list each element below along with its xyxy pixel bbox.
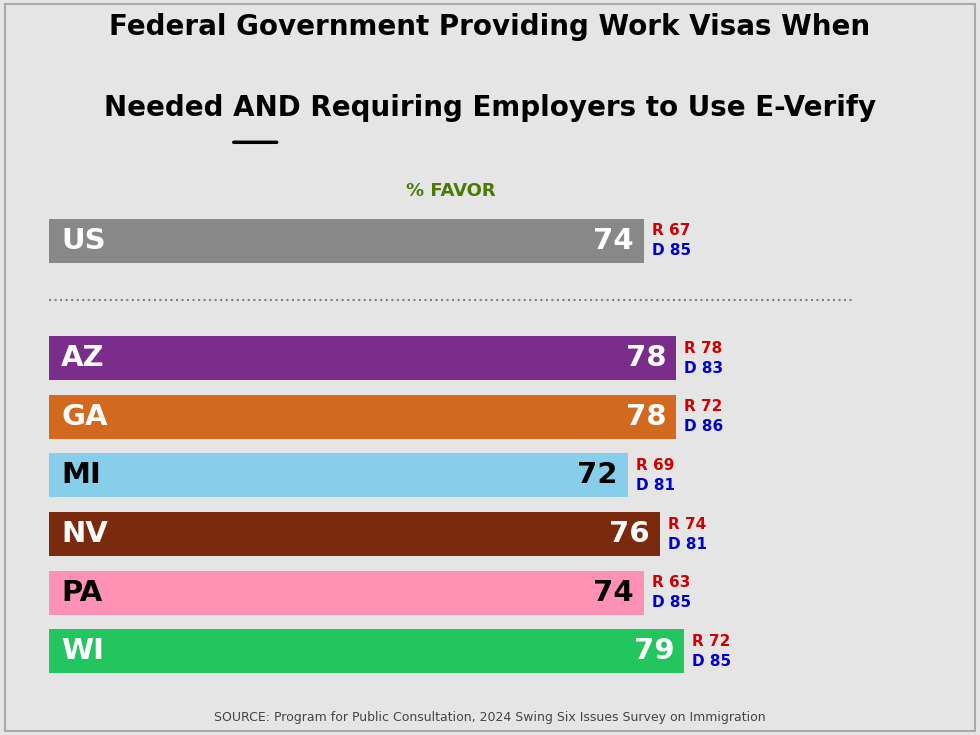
Text: R 63: R 63 — [652, 576, 690, 590]
Text: US: US — [61, 227, 106, 255]
Bar — [49, 395, 676, 439]
Bar — [49, 512, 660, 556]
Text: Federal Government Providing Work Visas When: Federal Government Providing Work Visas … — [110, 13, 870, 41]
Text: 78: 78 — [625, 403, 666, 431]
Text: R 72: R 72 — [684, 399, 722, 415]
Text: 72: 72 — [577, 462, 618, 490]
Text: R 67: R 67 — [652, 223, 690, 238]
Text: D 85: D 85 — [652, 243, 691, 259]
Text: 76: 76 — [610, 520, 650, 548]
Text: WI: WI — [61, 637, 104, 665]
Bar — [49, 570, 644, 614]
Text: 78: 78 — [625, 344, 666, 372]
Text: 74: 74 — [594, 578, 634, 606]
Text: MI: MI — [61, 462, 101, 490]
Text: D 85: D 85 — [652, 595, 691, 610]
Text: D 81: D 81 — [667, 537, 707, 551]
Bar — [49, 219, 644, 263]
Text: GA: GA — [61, 403, 108, 431]
Text: % FAVOR: % FAVOR — [406, 182, 496, 200]
Text: Needed AND Requiring Employers to Use E-Verify: Needed AND Requiring Employers to Use E-… — [104, 94, 876, 122]
Text: 74: 74 — [594, 227, 634, 255]
Text: D 81: D 81 — [636, 478, 674, 493]
Text: D 85: D 85 — [692, 653, 731, 669]
Text: R 72: R 72 — [692, 634, 730, 649]
Text: R 78: R 78 — [684, 341, 722, 356]
Bar — [49, 629, 684, 673]
Text: D 83: D 83 — [684, 361, 723, 376]
Text: NV: NV — [61, 520, 108, 548]
Bar — [49, 336, 676, 380]
Text: SOURCE: Program for Public Consultation, 2024 Swing Six Issues Survey on Immigra: SOURCE: Program for Public Consultation,… — [215, 711, 765, 724]
Bar — [49, 453, 627, 498]
Text: R 74: R 74 — [667, 517, 706, 531]
Text: AZ: AZ — [61, 344, 105, 372]
Text: PA: PA — [61, 578, 102, 606]
Text: D 86: D 86 — [684, 419, 723, 434]
Text: R 69: R 69 — [636, 458, 674, 473]
Text: 79: 79 — [634, 637, 674, 665]
